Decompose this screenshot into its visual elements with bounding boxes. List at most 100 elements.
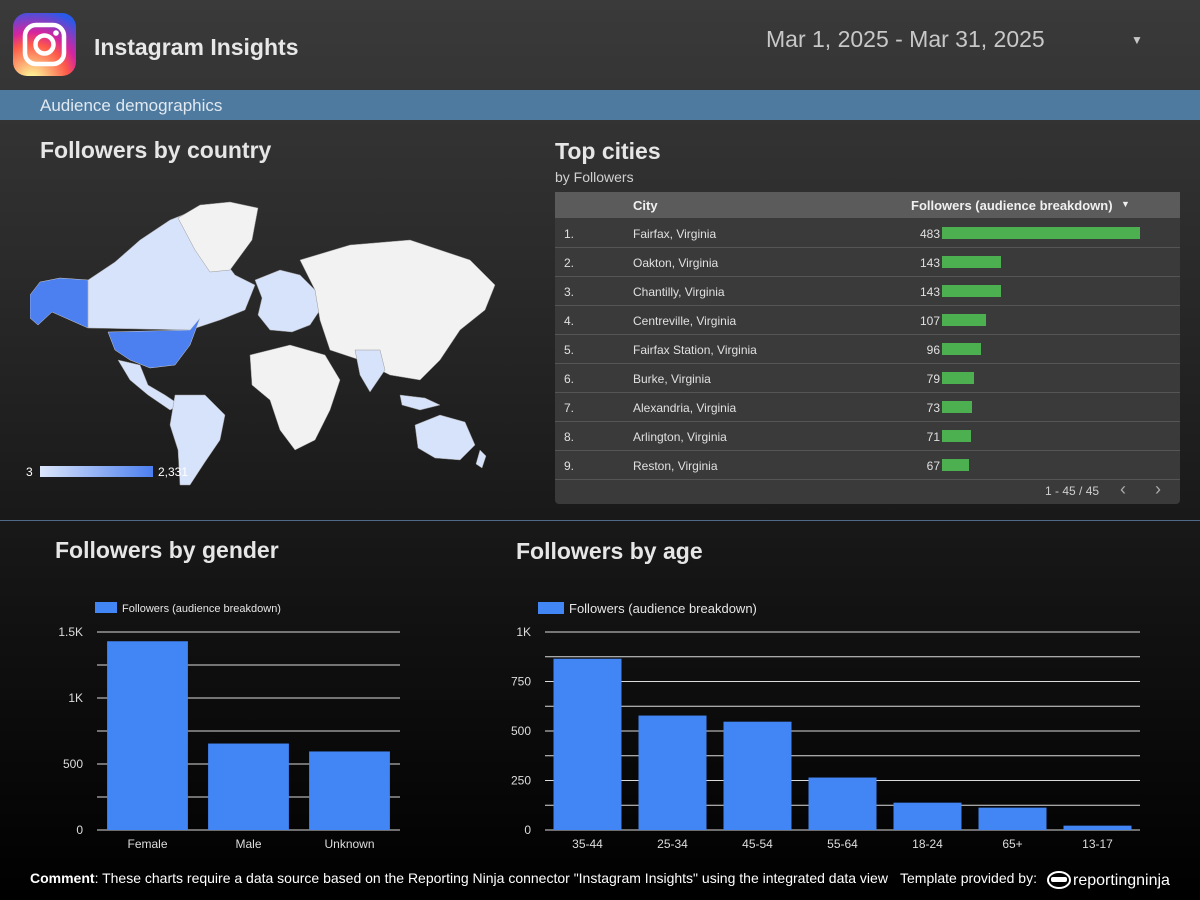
map-region-australia bbox=[414, 414, 476, 461]
row-followers-value: 483 bbox=[919, 227, 940, 241]
row-followers-value: 143 bbox=[919, 256, 940, 270]
map-region-indonesia bbox=[399, 394, 441, 411]
row-city: Reston, Virginia bbox=[633, 459, 718, 473]
sort-desc-icon[interactable]: ▼ bbox=[1121, 199, 1130, 209]
cities-title: Top cities bbox=[555, 138, 661, 164]
y-tick-label: 0 bbox=[76, 823, 83, 837]
legend-label: Followers (audience breakdown) bbox=[122, 603, 281, 615]
section-title: Audience demographics bbox=[40, 96, 223, 115]
x-tick-label: 45-54 bbox=[742, 837, 773, 851]
caret-down-icon[interactable]: ▼ bbox=[1131, 33, 1143, 47]
cities-subtitle: by Followers bbox=[555, 169, 634, 185]
table-row[interactable]: 2. Oakton, Virginia 143 bbox=[555, 247, 1180, 277]
bar bbox=[107, 641, 188, 830]
row-city: Oakton, Virginia bbox=[633, 256, 719, 270]
row-city: Alexandria, Virginia bbox=[633, 401, 737, 415]
row-followers-bar bbox=[942, 285, 1001, 297]
world-map[interactable] bbox=[29, 200, 500, 490]
row-followers-value: 73 bbox=[926, 401, 940, 415]
gender-bar-chart: Followers (audience breakdown) 0 500 1K 1.5K… bbox=[58, 602, 400, 851]
pagination-label: 1 - 45 / 45 bbox=[1045, 484, 1100, 498]
row-followers-bar bbox=[942, 227, 1140, 239]
bar bbox=[1063, 825, 1132, 830]
row-index: 1. bbox=[564, 227, 575, 241]
bar bbox=[978, 807, 1047, 830]
section-divider bbox=[0, 520, 1200, 521]
y-tick-label: 500 bbox=[63, 757, 83, 771]
legend-swatch bbox=[95, 602, 117, 613]
x-tick-label: Male bbox=[235, 837, 261, 851]
legend-label: Followers (audience breakdown) bbox=[569, 601, 757, 616]
row-followers-bar bbox=[942, 343, 982, 355]
y-tick-label: 750 bbox=[511, 675, 531, 689]
table-row[interactable]: 9. Reston, Virginia 67 bbox=[555, 450, 1180, 480]
legend-swatch bbox=[538, 602, 564, 614]
y-tick-label: 250 bbox=[511, 774, 531, 788]
bar bbox=[309, 751, 390, 830]
chevron-left-icon[interactable]: ‹ bbox=[1120, 479, 1126, 499]
row-index: 7. bbox=[564, 401, 575, 415]
comment-label: Comment bbox=[30, 870, 95, 886]
date-range-picker[interactable]: Mar 1, 2025 - Mar 31, 2025 bbox=[766, 26, 1045, 52]
row-followers-bar bbox=[942, 314, 986, 326]
map-region-usa bbox=[107, 317, 201, 369]
bar bbox=[808, 777, 877, 830]
x-tick-label: Female bbox=[127, 837, 167, 851]
x-tick-label: 35-44 bbox=[572, 837, 603, 851]
x-tick-label: 25-34 bbox=[657, 837, 688, 851]
reportingninja-logo[interactable]: reportingninja bbox=[1046, 866, 1186, 892]
table-row[interactable]: 6. Burke, Virginia 79 bbox=[555, 363, 1180, 393]
column-header-followers[interactable]: Followers (audience breakdown) bbox=[911, 198, 1113, 213]
table-row[interactable]: 4. Centreville, Virginia 107 bbox=[555, 305, 1180, 335]
bar bbox=[638, 715, 707, 830]
map-region-india bbox=[354, 349, 386, 393]
row-city: Fairfax, Virginia bbox=[633, 227, 717, 241]
gender-chart-title: Followers by gender bbox=[55, 537, 279, 563]
table-header: City Followers (audience breakdown) ▼ bbox=[555, 192, 1180, 218]
row-followers-value: 96 bbox=[926, 343, 940, 357]
template-credit: Template provided by: bbox=[900, 870, 1037, 886]
row-index: 9. bbox=[564, 459, 575, 473]
x-tick-label: Unknown bbox=[324, 837, 374, 851]
row-city: Centreville, Virginia bbox=[633, 314, 737, 328]
app-title: Instagram Insights bbox=[94, 34, 299, 60]
row-followers-bar bbox=[942, 372, 975, 384]
row-index: 8. bbox=[564, 430, 575, 444]
column-header-city[interactable]: City bbox=[633, 198, 658, 213]
row-followers-value: 71 bbox=[926, 430, 940, 444]
age-bar-chart: Followers (audience breakdown) 0 250 500 750… bbox=[511, 601, 1140, 851]
map-region-greenland bbox=[177, 201, 259, 273]
comment-text: : These charts require a data source bas… bbox=[94, 870, 888, 886]
map-legend-max: 2,331 bbox=[158, 465, 189, 479]
instagram-logo bbox=[13, 13, 76, 76]
brand-text: reportingninja bbox=[1073, 872, 1170, 889]
row-index: 4. bbox=[564, 314, 575, 328]
table-row[interactable]: 5. Fairfax Station, Virginia 96 bbox=[555, 334, 1180, 364]
chevron-right-icon[interactable]: › bbox=[1155, 479, 1161, 499]
row-followers-bar bbox=[942, 401, 972, 413]
map-region-africa bbox=[249, 344, 341, 451]
row-followers-bar bbox=[942, 256, 1001, 268]
map-title: Followers by country bbox=[40, 137, 272, 163]
y-tick-label: 1.5K bbox=[58, 625, 83, 639]
table-row[interactable]: 3. Chantilly, Virginia 143 bbox=[555, 276, 1180, 306]
bar bbox=[208, 743, 289, 830]
bar bbox=[553, 658, 622, 830]
table-row[interactable]: 1. Fairfax, Virginia 483 bbox=[555, 218, 1180, 248]
section-header: Audience demographics bbox=[0, 90, 1200, 120]
age-chart-title: Followers by age bbox=[516, 538, 703, 564]
table-row[interactable]: 8. Arlington, Virginia 71 bbox=[555, 421, 1180, 451]
row-index: 5. bbox=[564, 343, 575, 357]
x-tick-label: 13-17 bbox=[1082, 837, 1113, 851]
x-tick-label: 18-24 bbox=[912, 837, 943, 851]
row-index: 6. bbox=[564, 372, 575, 386]
row-city: Chantilly, Virginia bbox=[633, 285, 725, 299]
map-region-alaska bbox=[29, 277, 89, 329]
row-followers-value: 67 bbox=[926, 459, 940, 473]
row-city: Fairfax Station, Virginia bbox=[633, 343, 757, 357]
cities-table: City Followers (audience breakdown) ▼ 1.… bbox=[555, 192, 1180, 504]
table-row[interactable]: 7. Alexandria, Virginia 73 bbox=[555, 392, 1180, 422]
map-legend-min: 3 bbox=[26, 465, 33, 479]
y-tick-label: 1K bbox=[68, 691, 83, 705]
row-followers-value: 143 bbox=[919, 285, 940, 299]
